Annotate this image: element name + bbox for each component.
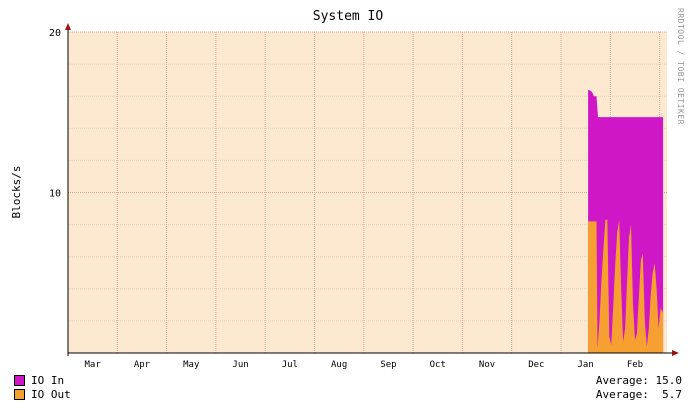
io-in-swatch: [14, 375, 25, 386]
io-out-swatch: [14, 389, 25, 400]
x-tick-label: Feb: [627, 360, 643, 370]
legend-label-io-out: IO Out: [31, 388, 71, 401]
legend-label-io-in: IO In: [31, 374, 65, 387]
average-io-in: Average: 15.0: [595, 374, 682, 387]
x-tick-label: Dec: [528, 360, 544, 370]
y-tick-label: 20: [49, 28, 61, 39]
y-axis-label: Blocks/s: [10, 166, 23, 219]
x-tick-label: Jul: [282, 360, 298, 370]
legend-io-in: IO In: [14, 374, 64, 387]
plot-area: 10 20 Mar Apr May Jun Jul Aug Sep Oct Nov Dec Jan Feb: [49, 23, 679, 370]
x-axis-arrow: [672, 350, 679, 356]
x-tick-label: Apr: [134, 360, 151, 370]
x-tick-label: Mar: [85, 360, 102, 370]
y-tick-label: 10: [49, 189, 61, 200]
x-tick-label: Nov: [479, 360, 495, 370]
y-axis-arrow: [65, 23, 71, 30]
plot-background: [68, 32, 667, 353]
rrdtool-watermark: RRDTOOL / TOBI OETIKER: [676, 8, 685, 125]
series-io-out-area: [588, 219, 664, 353]
x-tick-label: Jan: [578, 360, 594, 370]
x-tick-label: Aug: [331, 360, 347, 370]
x-tick-label: Sep: [380, 360, 396, 370]
x-tick-label: May: [183, 360, 200, 370]
average-io-out: Average: 5.7: [595, 388, 682, 401]
x-tick-label: Oct: [430, 360, 446, 370]
chart-title: System IO: [313, 9, 384, 24]
x-tick-label: Jun: [232, 360, 248, 370]
legend-io-out: IO Out: [14, 388, 71, 401]
